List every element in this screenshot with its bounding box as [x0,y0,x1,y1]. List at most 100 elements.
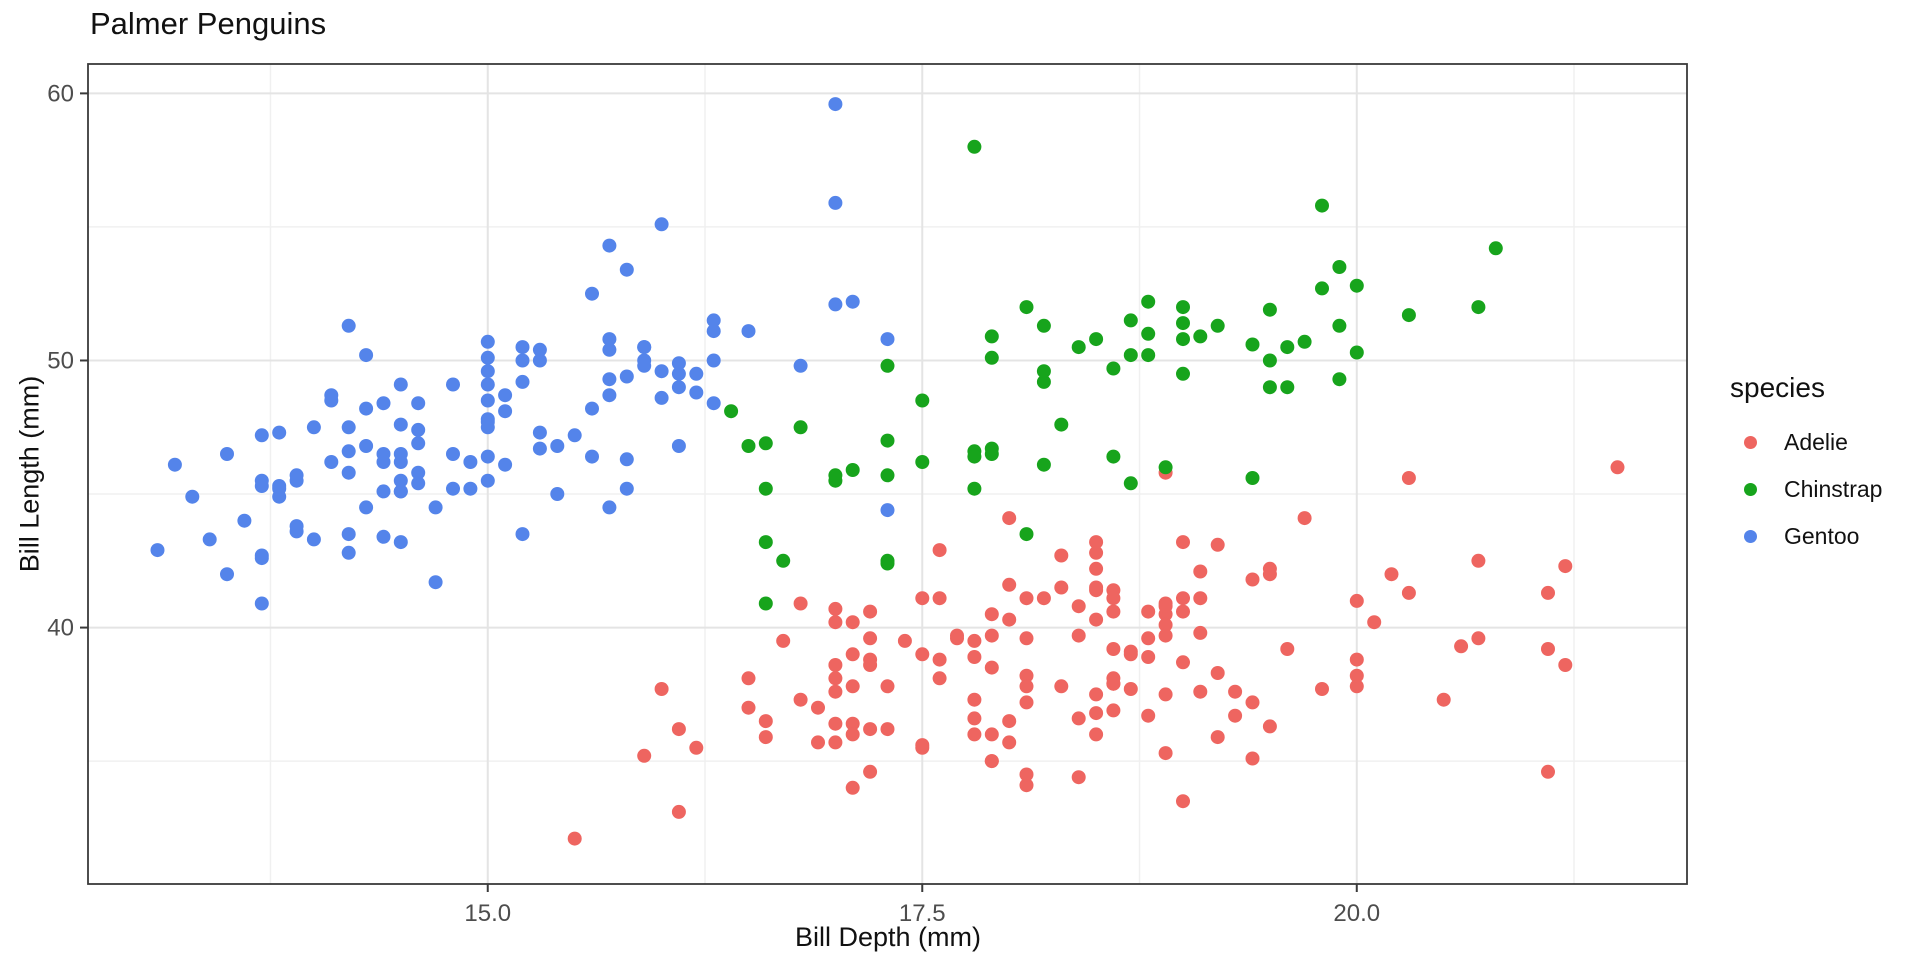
data-point [393,535,408,550]
data-point [845,679,860,694]
panel-border [87,63,1688,885]
data-point [967,727,982,742]
data-point [967,481,982,496]
data-point [1019,631,1034,646]
data-point [220,447,234,461]
data-point [480,377,495,392]
data-point [1106,361,1121,376]
data-point [932,671,947,686]
data-point [254,428,269,443]
data-point [1123,348,1138,363]
data-point [897,633,912,648]
data-point [1106,642,1121,656]
data-point [341,465,356,480]
data-point [828,297,843,312]
data-point [480,473,495,488]
data-point [915,647,930,662]
data-point [880,433,895,448]
legend-label: Gentoo [1784,522,1860,549]
data-point [758,481,773,496]
data-point [359,348,374,363]
data-point [150,543,165,558]
data-point [1089,612,1104,627]
data-point [1262,302,1277,317]
data-point [1106,604,1121,619]
x-tick-labels: 15.0 17.5 20.0 [464,900,1380,927]
chart-title: Palmer Penguins [90,6,327,41]
data-point [359,500,374,515]
data-point [1019,527,1034,542]
data-point [254,548,269,563]
data-point [1210,318,1225,333]
data-point [1315,198,1329,213]
data-point [1089,561,1104,576]
data-point [880,358,895,373]
data-point [880,332,895,347]
data-point [515,340,530,355]
data-point [532,342,547,357]
data-point [915,591,930,606]
data-point [880,468,895,483]
data-point [1610,460,1625,475]
x-axis-title: Bill Depth (mm) [794,922,982,952]
data-point [446,377,460,392]
data-point [1158,687,1173,702]
data-point [828,195,843,210]
data-point [828,615,843,630]
legend-label: Chinstrap [1784,475,1883,502]
data-point [1262,380,1277,395]
data-point [393,447,408,461]
data-point [967,711,982,726]
data-point [619,452,634,467]
legend-dot-icon [1744,529,1757,543]
x-tick-label: 20.0 [1333,900,1380,927]
legend-title: species [1730,372,1825,403]
data-point [532,425,547,440]
data-point [585,401,599,416]
data-point [1141,604,1156,619]
data-point [1471,553,1486,568]
data-point [1228,684,1243,699]
data-point [758,436,773,451]
data-point [1541,585,1555,600]
axis-tick-marks [80,92,1358,892]
data-point [671,804,686,819]
data-point [602,388,617,403]
data-point [1106,676,1121,691]
data-point [202,532,217,547]
data-point [341,420,356,435]
data-point [863,631,878,646]
data-point [1245,695,1260,710]
data-point [341,527,356,542]
data-point [915,455,930,469]
data-point [932,543,947,558]
data-point [480,350,495,365]
data-point [932,652,947,667]
data-point [1123,476,1138,491]
data-point [1089,545,1104,560]
data-point [376,396,391,411]
data-point [1297,511,1312,526]
data-point [376,529,391,544]
data-point [480,364,495,379]
data-point [341,444,356,459]
data-point [1089,687,1104,702]
data-point [1401,585,1416,600]
data-point [706,313,721,328]
data-point [671,356,686,371]
data-point [1193,684,1208,699]
data-point [1054,548,1069,563]
data-point [915,738,930,753]
data-point [811,735,825,750]
data-point [793,358,808,373]
data-point [1436,692,1451,707]
points-adelie [567,460,1625,846]
data-point [845,294,860,309]
data-point [1089,535,1104,550]
data-point [341,545,356,560]
data-point [984,660,999,675]
data-point [1297,334,1312,349]
data-point [1158,628,1173,643]
data-point [1158,599,1173,614]
data-point [1141,326,1156,341]
